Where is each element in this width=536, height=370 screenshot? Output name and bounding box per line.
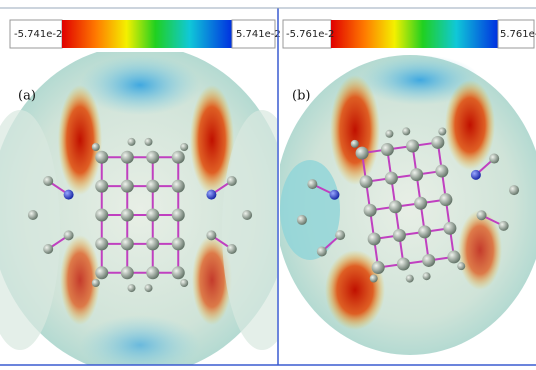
atom [351, 140, 359, 148]
atom [447, 250, 460, 263]
atom [439, 193, 452, 206]
atom [471, 170, 481, 180]
atom [95, 151, 108, 164]
atom [145, 284, 153, 292]
panel-label: (a) [18, 89, 36, 104]
atom [335, 230, 345, 240]
atom [146, 180, 159, 193]
atom [172, 180, 185, 193]
atom [477, 210, 487, 220]
atom [422, 254, 435, 267]
atom [146, 209, 159, 222]
atom [92, 279, 100, 287]
panel-label: (b) [292, 89, 310, 104]
atom [121, 180, 134, 193]
atom [172, 151, 185, 164]
atom [227, 176, 237, 186]
atom [329, 190, 339, 200]
atom [297, 215, 307, 225]
surface-a [0, 45, 302, 370]
atom [146, 151, 159, 164]
atom [423, 272, 431, 280]
figure: -5.741e-2 5.741e-2 -5.761e-2 5.761e-2 (a… [0, 0, 536, 370]
atom [121, 151, 134, 164]
atom [414, 197, 427, 210]
atom [180, 143, 188, 151]
atom [385, 172, 398, 185]
atom [146, 266, 159, 279]
atom [128, 138, 136, 146]
atom [489, 154, 499, 164]
atom [385, 130, 393, 138]
atom [146, 237, 159, 250]
atom [180, 279, 188, 287]
atom [95, 266, 108, 279]
atom [92, 143, 100, 151]
atom [372, 261, 385, 274]
atom [410, 168, 423, 181]
atom [172, 237, 185, 250]
atom [121, 237, 134, 250]
atom [64, 230, 74, 240]
atom [95, 180, 108, 193]
atom [172, 209, 185, 222]
atom [317, 246, 327, 256]
atom [402, 127, 410, 135]
atom [64, 190, 74, 200]
atom [509, 185, 519, 195]
atom [242, 210, 252, 220]
color-bar [62, 20, 232, 48]
atom [381, 143, 394, 156]
atom [307, 179, 317, 189]
atom [206, 230, 216, 240]
atom [397, 258, 410, 271]
atom [431, 136, 444, 149]
atom [443, 222, 456, 235]
atom [406, 139, 419, 152]
atom [393, 229, 406, 242]
atom [389, 200, 402, 213]
atom [43, 244, 53, 254]
atom [95, 209, 108, 222]
atom [499, 221, 509, 231]
scale-min: -5.741e-2 [14, 29, 62, 40]
scale-min: -5.761e-2 [286, 29, 334, 40]
color-bar [331, 20, 498, 48]
atom [206, 190, 216, 200]
atom [457, 262, 465, 270]
atom [435, 165, 448, 178]
atom [121, 209, 134, 222]
surface-b [275, 55, 536, 355]
atom [28, 210, 38, 220]
page: -5.741e-2 5.741e-2 -5.761e-2 5.761e-2 (a… [0, 0, 536, 370]
atom [145, 138, 153, 146]
atom [356, 147, 369, 160]
atom [370, 274, 378, 282]
atom [438, 128, 446, 136]
scale-max: 5.761e-2 [500, 29, 536, 40]
atom [227, 244, 237, 254]
atom [406, 275, 414, 283]
atom [418, 225, 431, 238]
scale-max: 5.741e-2 [236, 29, 281, 40]
atom [128, 284, 136, 292]
atom [368, 232, 381, 245]
atom [360, 175, 373, 188]
atom [364, 204, 377, 217]
atom [172, 266, 185, 279]
atom [95, 237, 108, 250]
atom [43, 176, 53, 186]
atom [121, 266, 134, 279]
